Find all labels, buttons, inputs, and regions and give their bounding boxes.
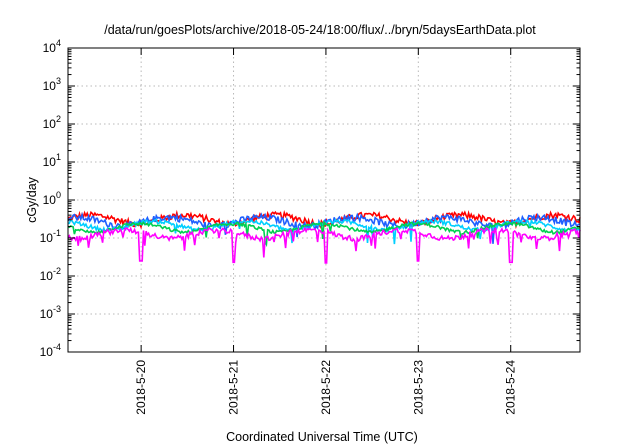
y-tick-label: 104 [43,38,61,55]
x-tick-label: 2018-5-22 [319,360,333,415]
grid-lines [68,48,580,352]
x-tick-label: 2018-5-20 [134,360,148,415]
y-tick-label: 103 [43,76,61,93]
y-tick-labels: 10-4 10-3 10-2 10-1 100 101 102 103 104 [40,38,61,359]
y-tick-label: 100 [43,190,61,207]
chart-title: /data/run/goesPlots/archive/2018-05-24/1… [104,23,536,37]
tick-marks [68,47,580,353]
x-tick-labels: 2018-5-20 2018-5-21 2018-5-22 2018-5-23 2018… [134,360,518,415]
y-tick-label: 10-2 [40,266,61,283]
y-tick-label: 10-3 [40,304,61,321]
y-axis-label: cGy/day [25,176,39,223]
x-tick-label: 2018-5-23 [411,360,425,415]
y-tick-label: 102 [43,114,61,131]
x-tick-label: 2018-5-21 [227,360,241,415]
x-axis-label: Coordinated Universal Time (UTC) [226,430,418,444]
series-line [67,226,581,264]
y-tick-label: 10-4 [40,342,61,359]
series-line [67,219,581,248]
y-tick-label: 10-1 [40,228,61,245]
y-tick-label: 101 [43,152,61,169]
x-tick-label: 2018-5-24 [504,360,518,415]
series-layer [67,209,581,264]
